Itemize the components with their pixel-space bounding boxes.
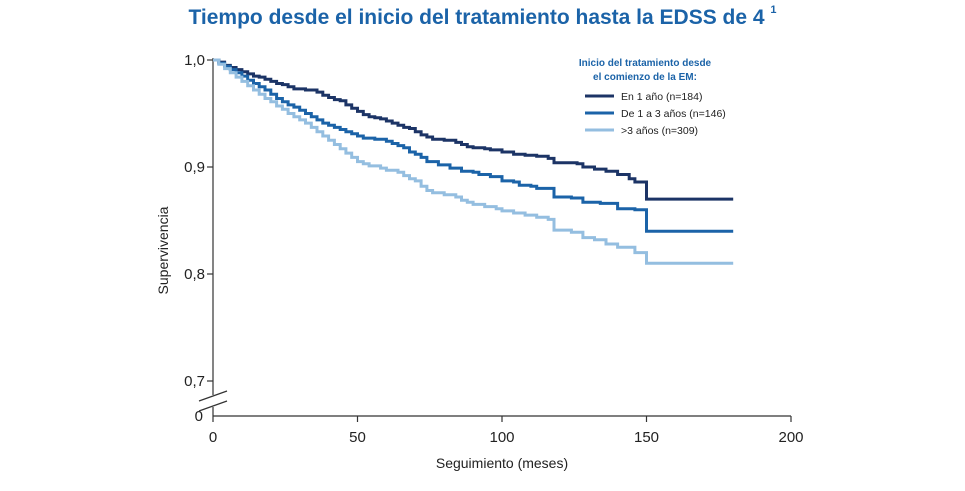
- x-tick-label: 200: [778, 429, 803, 446]
- legend-title-line-2: el comienzo de la EM:: [593, 72, 697, 83]
- series-line-3: [213, 58, 734, 265]
- y-tick-label: 1,0: [184, 52, 205, 69]
- series-layer: [213, 58, 734, 265]
- chart-title-text: Tiempo desde el inicio del tratamiento h…: [188, 6, 765, 29]
- x-tick-label: 0: [209, 429, 217, 446]
- chart-title-superscript: 1: [770, 4, 777, 16]
- x-tick-label: 100: [489, 429, 514, 446]
- legend: Inicio del tratamiento desde el comienzo …: [579, 58, 726, 137]
- x-tick-label: 50: [349, 429, 366, 446]
- legend-label-3: >3 años (n=309): [621, 125, 698, 137]
- series-line-1: [213, 58, 734, 201]
- y-axis-label: Supervivencia: [155, 206, 171, 294]
- axis-break-mark: [198, 400, 228, 412]
- axes: 0 50 100 150 200 1,0 0,9 0,8 0,7 0 Seguimiento (me…: [155, 52, 804, 471]
- y-tick-label: 0,7: [184, 373, 205, 390]
- y-tick-label: 0: [195, 408, 203, 425]
- x-tick-label: 150: [634, 429, 659, 446]
- x-axis-label: Seguimiento (meses): [436, 455, 568, 471]
- y-tick-label: 0,9: [184, 159, 205, 176]
- chart-title: Tiempo desde el inicio del tratamiento h…: [0, 4, 965, 30]
- y-tick-label: 0,8: [184, 266, 205, 283]
- series-line-2: [213, 58, 734, 233]
- legend-label-1: En 1 año (n=184): [621, 91, 702, 103]
- axis-break-mark: [198, 390, 228, 402]
- legend-label-2: De 1 a 3 años (n=146): [621, 108, 726, 120]
- legend-title-line-1: Inicio del tratamiento desde: [579, 58, 712, 69]
